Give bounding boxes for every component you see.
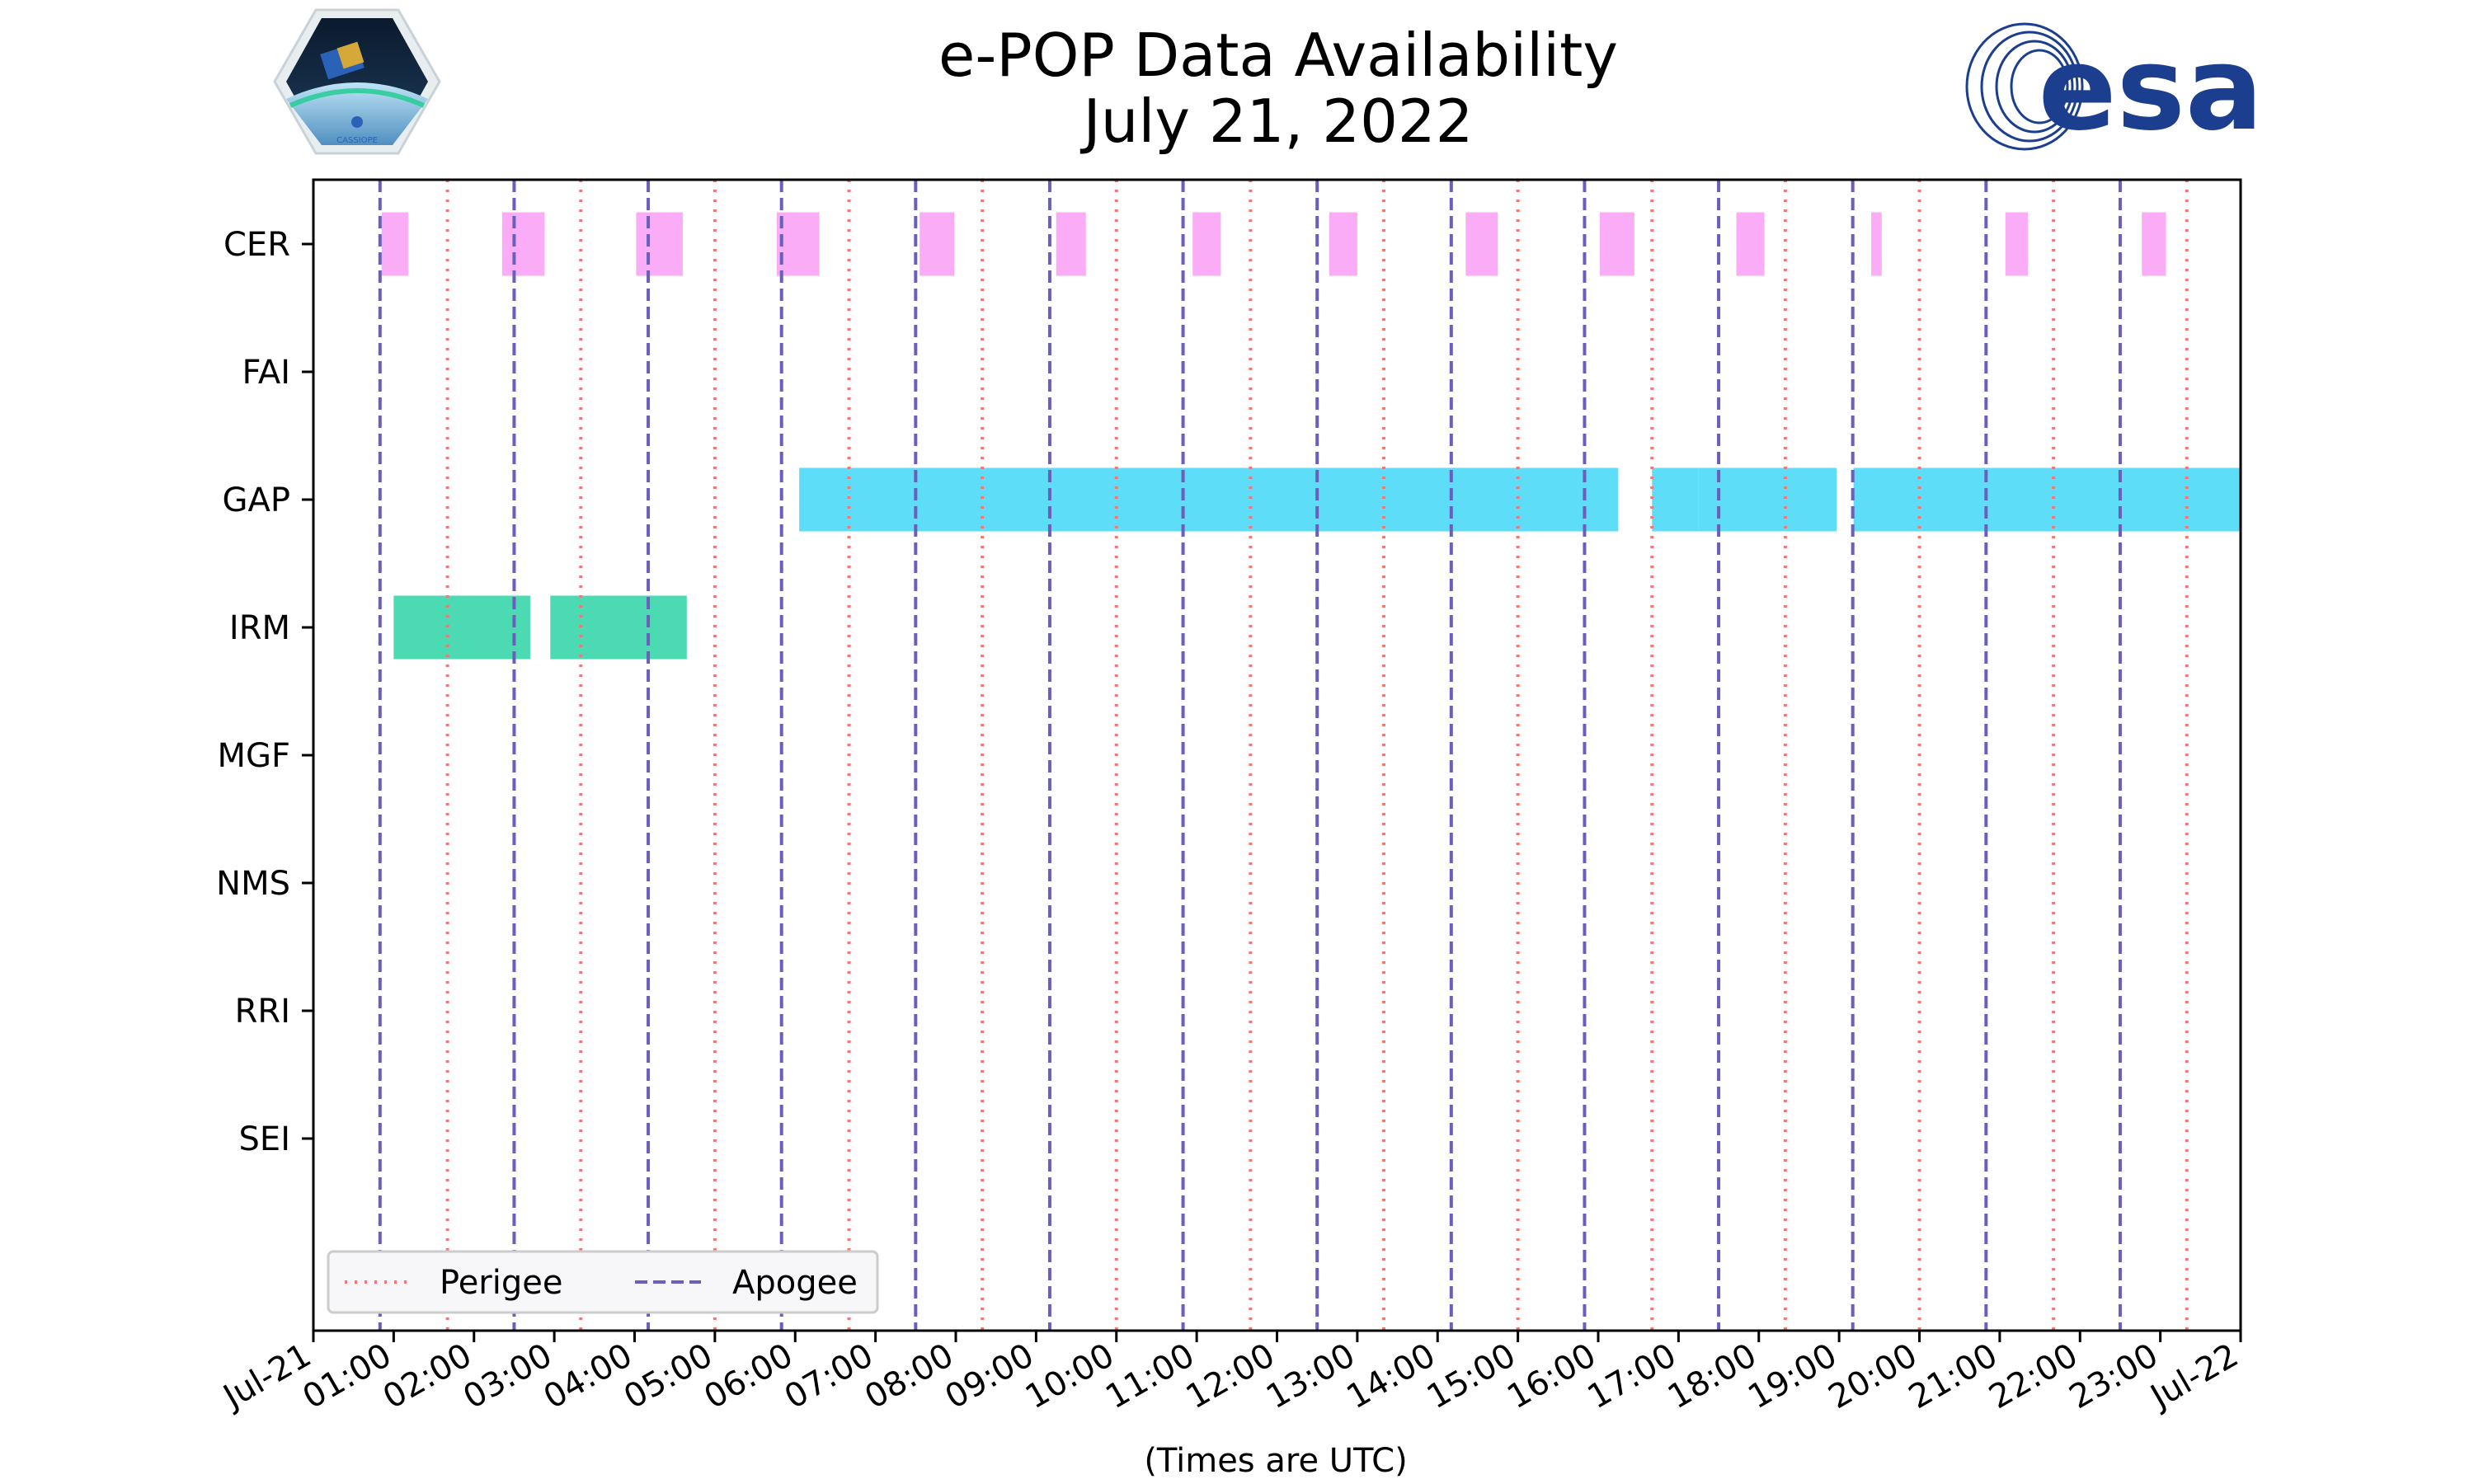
x-tick-label-24: Jul-22 xyxy=(2142,1336,2245,1417)
x-tick-label-15: 15:00 xyxy=(1421,1336,1522,1416)
x-tick-label-6: 06:00 xyxy=(698,1336,799,1416)
bar-gap-0 xyxy=(799,467,1619,532)
x-tick-label-7: 07:00 xyxy=(778,1336,880,1416)
x-tick-label-19: 19:00 xyxy=(1742,1336,1843,1416)
x-tick-label-11: 11:00 xyxy=(1099,1336,1201,1416)
bar-cer-7 xyxy=(1329,212,1357,276)
bar-gap-1 xyxy=(1652,467,1699,532)
x-tick-label-23: 23:00 xyxy=(2063,1336,2165,1416)
cassiope-logo: CASSIOPE xyxy=(273,8,441,155)
y-tick-label-cer: CER xyxy=(223,226,290,264)
x-tick-label-0: Jul-21 xyxy=(215,1336,317,1417)
chart-title: e-POP Data Availability xyxy=(938,21,1618,90)
esa-logo-text: esa xyxy=(2039,22,2264,157)
legend-perigee-label: Perigee xyxy=(440,1264,562,1302)
x-axis-label: (Times are UTC) xyxy=(1144,1442,1407,1480)
x-tick-label-3: 03:00 xyxy=(457,1336,558,1416)
bar-cer-4 xyxy=(920,212,955,276)
x-tick-label-2: 02:00 xyxy=(377,1336,478,1416)
x-tick-label-16: 16:00 xyxy=(1501,1336,1602,1416)
bar-cer-6 xyxy=(1192,212,1221,276)
x-tick-label-22: 22:00 xyxy=(1982,1336,2084,1416)
bar-cer-5 xyxy=(1056,212,1086,276)
bar-cer-13 xyxy=(2142,212,2166,276)
x-tick-label-20: 20:00 xyxy=(1823,1336,1924,1416)
bar-cer-1 xyxy=(501,212,545,276)
bar-cer-0 xyxy=(381,212,408,276)
x-tick-label-8: 08:00 xyxy=(858,1336,960,1416)
x-tick-label-14: 14:00 xyxy=(1340,1336,1442,1416)
legend: Perigee Apogee xyxy=(327,1250,879,1314)
esa-logo: esa xyxy=(1965,22,2264,157)
x-tick-label-10: 10:00 xyxy=(1019,1336,1121,1416)
y-tick-label-rri: RRI xyxy=(235,993,290,1031)
x-tick-label-12: 12:00 xyxy=(1180,1336,1282,1416)
bar-cer-3 xyxy=(776,212,820,276)
x-tick-label-13: 13:00 xyxy=(1260,1336,1362,1416)
plot-area: CER FAI GAP IRM MGF NMS RRI SEI Jul-2101:0002:00… xyxy=(215,178,2245,1417)
y-tick-label-mgf: MGF xyxy=(217,737,290,775)
x-tick-label-1: 01:00 xyxy=(297,1336,398,1416)
x-tick-label-4: 04:00 xyxy=(538,1336,639,1416)
x-tick-label-17: 17:00 xyxy=(1582,1336,1683,1416)
x-tick-label-9: 09:00 xyxy=(939,1336,1041,1416)
bar-cer-8 xyxy=(1465,212,1498,276)
bar-cer-11 xyxy=(1871,212,1882,276)
bar-gap-2 xyxy=(1698,467,1837,532)
x-tick-label-21: 21:00 xyxy=(1903,1336,2004,1416)
y-tick-label-sei: SEI xyxy=(239,1120,290,1158)
bar-irm-1 xyxy=(550,595,687,660)
bar-cer-12 xyxy=(2005,212,2028,276)
chart-subtitle: July 21, 2022 xyxy=(1080,87,1474,156)
bar-irm-0 xyxy=(393,595,530,660)
cassiope-logo-text: CASSIOPE xyxy=(336,136,378,145)
y-tick-label-gap: GAP xyxy=(223,481,290,519)
bar-cer-9 xyxy=(1599,212,1634,276)
y-tick-label-irm: IRM xyxy=(229,609,290,647)
bar-gap-3 xyxy=(1853,467,2241,532)
x-tick-label-18: 18:00 xyxy=(1662,1336,1763,1416)
bar-cer-10 xyxy=(1736,212,1765,276)
y-tick-label-fai: FAI xyxy=(242,354,291,392)
plot-frame xyxy=(312,178,2242,1332)
bar-cer-2 xyxy=(636,212,683,276)
legend-apogee-label: Apogee xyxy=(732,1264,858,1302)
legend-box xyxy=(327,1250,879,1314)
y-tick-label-nms: NMS xyxy=(216,865,290,903)
x-tick-label-5: 05:00 xyxy=(618,1336,719,1416)
